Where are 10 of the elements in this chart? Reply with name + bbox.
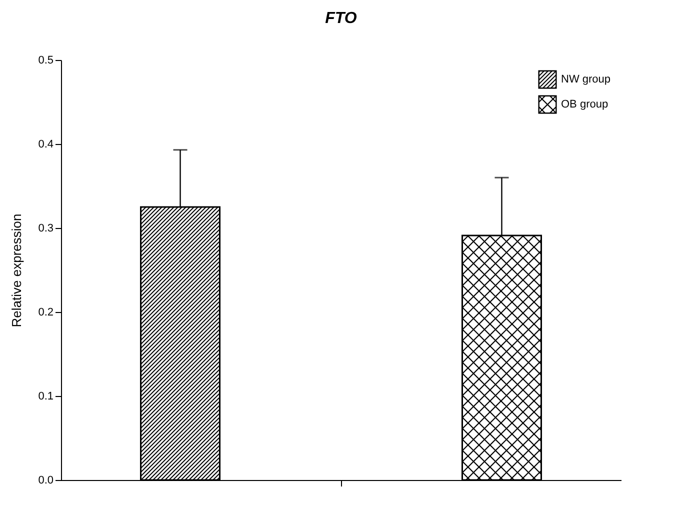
- y-tick-label: 0.2: [38, 306, 54, 318]
- y-tick-label: 0.5: [38, 54, 54, 66]
- y-tick-label: 0.1: [38, 390, 54, 402]
- chart-title: FTO: [325, 10, 358, 27]
- y-axis-title: Relative expression: [9, 214, 24, 328]
- y-tick-label: 0.3: [38, 222, 54, 234]
- legend-label: NW group: [561, 74, 611, 86]
- y-tick-label: 0.0: [38, 474, 54, 486]
- y-tick-label: 0.4: [38, 138, 54, 150]
- legend-label: OB group: [561, 98, 608, 110]
